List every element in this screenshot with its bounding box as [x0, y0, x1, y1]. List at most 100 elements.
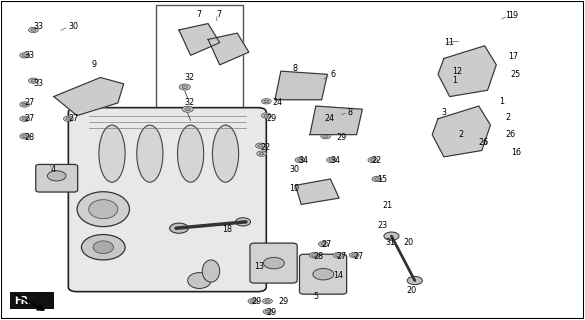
Circle shape	[479, 141, 484, 144]
Circle shape	[259, 152, 264, 155]
Circle shape	[29, 27, 38, 33]
Circle shape	[313, 268, 334, 280]
Text: 29: 29	[266, 308, 277, 317]
Circle shape	[20, 102, 30, 107]
Text: 31: 31	[386, 238, 395, 247]
Circle shape	[20, 133, 30, 139]
Circle shape	[457, 130, 462, 133]
Text: 28: 28	[25, 133, 35, 142]
Text: 11: 11	[444, 38, 454, 47]
Text: 20: 20	[406, 285, 416, 295]
Circle shape	[349, 252, 359, 258]
Polygon shape	[438, 46, 496, 97]
Circle shape	[179, 84, 190, 90]
FancyBboxPatch shape	[10, 292, 54, 309]
Circle shape	[384, 232, 399, 240]
Polygon shape	[432, 106, 490, 157]
Text: 24: 24	[272, 99, 282, 108]
Ellipse shape	[89, 200, 118, 219]
Circle shape	[318, 241, 328, 247]
Text: 8: 8	[348, 108, 353, 117]
Circle shape	[248, 299, 258, 304]
Ellipse shape	[212, 125, 239, 182]
Text: 19: 19	[508, 11, 518, 20]
Circle shape	[352, 254, 357, 257]
Circle shape	[256, 143, 266, 148]
Circle shape	[182, 106, 193, 112]
Text: 1: 1	[453, 76, 457, 85]
Polygon shape	[54, 77, 123, 116]
Text: 32: 32	[185, 73, 195, 82]
Text: 17: 17	[508, 52, 518, 61]
Text: 33: 33	[33, 79, 43, 88]
Text: 5: 5	[313, 292, 318, 301]
FancyBboxPatch shape	[250, 243, 297, 283]
Text: 10: 10	[290, 184, 300, 193]
Text: 1: 1	[505, 11, 510, 20]
Text: 4: 4	[51, 165, 56, 174]
Circle shape	[477, 140, 487, 145]
Circle shape	[324, 135, 328, 138]
Text: 34: 34	[298, 156, 308, 164]
Text: 26: 26	[505, 130, 515, 139]
Text: 2: 2	[459, 130, 463, 139]
Circle shape	[63, 116, 73, 121]
Circle shape	[372, 176, 382, 182]
Circle shape	[370, 159, 376, 161]
Text: 27: 27	[322, 240, 332, 249]
Polygon shape	[295, 179, 339, 204]
Text: 28: 28	[313, 252, 323, 261]
Text: 27: 27	[25, 99, 35, 108]
Circle shape	[295, 157, 305, 163]
Text: 30: 30	[68, 22, 78, 31]
Circle shape	[324, 117, 329, 120]
Text: 7: 7	[197, 10, 202, 19]
Text: 9: 9	[92, 60, 97, 69]
Circle shape	[374, 178, 379, 180]
Ellipse shape	[93, 241, 113, 253]
Circle shape	[263, 257, 284, 269]
Circle shape	[335, 254, 340, 257]
Circle shape	[170, 223, 188, 233]
Circle shape	[321, 116, 331, 121]
Text: 27: 27	[25, 114, 35, 123]
Text: 22: 22	[371, 156, 381, 164]
Circle shape	[407, 276, 422, 285]
Ellipse shape	[188, 273, 211, 288]
Text: 7: 7	[217, 10, 222, 19]
Circle shape	[22, 54, 27, 57]
FancyBboxPatch shape	[68, 108, 266, 292]
Circle shape	[264, 114, 269, 117]
Circle shape	[368, 157, 378, 163]
Circle shape	[263, 299, 273, 304]
Circle shape	[264, 100, 269, 103]
Circle shape	[182, 85, 188, 89]
Circle shape	[326, 157, 336, 163]
Text: 12: 12	[453, 67, 463, 76]
Circle shape	[455, 129, 464, 134]
Text: 27: 27	[68, 114, 78, 123]
Text: 29: 29	[252, 297, 262, 306]
Circle shape	[265, 300, 270, 302]
Text: 16: 16	[511, 148, 521, 156]
Circle shape	[298, 159, 302, 161]
Polygon shape	[310, 106, 362, 135]
Text: 27: 27	[354, 252, 364, 261]
Circle shape	[20, 116, 30, 121]
Text: 23: 23	[377, 220, 387, 229]
Text: 3: 3	[441, 108, 446, 117]
Circle shape	[250, 300, 256, 302]
Circle shape	[266, 310, 270, 313]
Text: 33: 33	[25, 51, 35, 60]
Circle shape	[329, 159, 334, 161]
Text: 1: 1	[499, 97, 504, 106]
Text: 29: 29	[278, 297, 288, 306]
Text: 8: 8	[292, 63, 298, 73]
Text: 20: 20	[403, 238, 413, 247]
Circle shape	[31, 28, 36, 31]
Ellipse shape	[99, 125, 125, 182]
Ellipse shape	[177, 125, 204, 182]
Circle shape	[22, 135, 27, 138]
Circle shape	[22, 117, 27, 120]
FancyBboxPatch shape	[300, 254, 347, 294]
